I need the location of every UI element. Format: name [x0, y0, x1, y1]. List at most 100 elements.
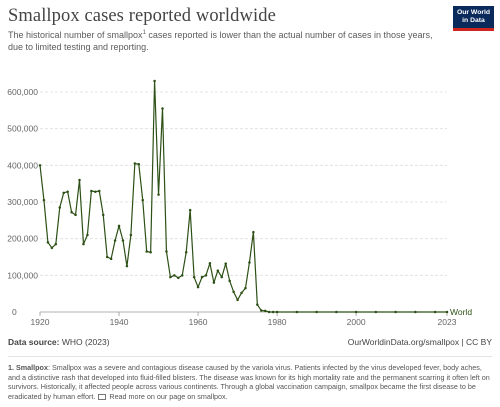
- data-point[interactable]: [232, 290, 235, 294]
- x-axis-ticks: 1920 1940 1960 1980 2000 2023: [31, 312, 457, 327]
- x-tick-label: 1920: [31, 317, 50, 327]
- subtitle-text-start: The historical number of smallpox: [8, 30, 143, 40]
- footnote-marker[interactable]: 1: [142, 30, 146, 36]
- data-point[interactable]: [184, 250, 188, 254]
- data-point[interactable]: [315, 310, 318, 314]
- data-point[interactable]: [267, 310, 271, 314]
- data-point[interactable]: [50, 246, 54, 250]
- data-point[interactable]: [153, 79, 156, 83]
- data-point[interactable]: [224, 262, 227, 265]
- data-point[interactable]: [62, 191, 65, 195]
- data-point[interactable]: [90, 189, 93, 193]
- x-tick-label: 1980: [268, 317, 287, 327]
- data-point[interactable]: [101, 213, 105, 217]
- subtitle-text-end: cases reported is lower than the actual …: [8, 30, 433, 52]
- data-point[interactable]: [445, 310, 449, 314]
- data-point[interactable]: [58, 206, 62, 209]
- data-point[interactable]: [46, 241, 50, 244]
- data-point[interactable]: [196, 285, 200, 289]
- data-point[interactable]: [38, 164, 42, 167]
- owid-logo[interactable]: Our World in Data: [453, 6, 494, 31]
- data-point[interactable]: [208, 261, 212, 265]
- data-point[interactable]: [169, 275, 172, 279]
- data-point[interactable]: [200, 275, 204, 279]
- line-chart[interactable]: 100,000 200,000 300,000 400,000 500,000 600,0…: [0, 0, 500, 335]
- data-point[interactable]: [125, 264, 129, 268]
- data-point[interactable]: [394, 310, 397, 314]
- x-tick-label: 1960: [189, 317, 208, 327]
- data-point[interactable]: [141, 198, 144, 202]
- data-point[interactable]: [248, 261, 251, 264]
- data-point[interactable]: [414, 310, 417, 314]
- data-point[interactable]: [212, 281, 216, 284]
- data-point[interactable]: [149, 250, 152, 254]
- data-point[interactable]: [240, 291, 243, 295]
- data-point[interactable]: [105, 255, 109, 259]
- data-point[interactable]: [70, 211, 73, 214]
- data-point[interactable]: [129, 233, 133, 237]
- data-point[interactable]: [192, 275, 196, 279]
- data-point[interactable]: [173, 274, 176, 277]
- data-point[interactable]: [252, 230, 255, 234]
- data-point[interactable]: [228, 279, 231, 283]
- data-source-label: Data source:: [8, 337, 60, 347]
- data-point[interactable]: [263, 309, 267, 313]
- data-point[interactable]: [354, 310, 358, 314]
- series-layer: World: [38, 79, 472, 317]
- data-point[interactable]: [260, 309, 263, 312]
- data-point[interactable]: [109, 257, 113, 261]
- data-point[interactable]: [220, 275, 224, 279]
- data-point[interactable]: [86, 233, 89, 237]
- series-label-world[interactable]: World: [450, 307, 472, 317]
- data-point[interactable]: [433, 310, 437, 314]
- data-point[interactable]: [181, 274, 184, 277]
- data-point[interactable]: [157, 193, 160, 196]
- data-point[interactable]: [145, 250, 148, 253]
- data-source-value[interactable]: WHO (2023): [59, 337, 110, 347]
- data-source: Data source: WHO (2023): [8, 337, 110, 347]
- x-tick-label: 2000: [347, 317, 366, 327]
- data-point[interactable]: [78, 178, 81, 182]
- y-tick-label: 500,000: [7, 124, 38, 134]
- data-point[interactable]: [256, 303, 259, 306]
- logo-line-1: Our World: [456, 9, 491, 16]
- read-more-link[interactable]: Read more on our page on smallpox.: [107, 391, 228, 401]
- data-point[interactable]: [42, 198, 46, 202]
- y-tick-label: 300,000: [7, 197, 38, 207]
- data-point[interactable]: [98, 189, 101, 193]
- data-point[interactable]: [204, 274, 208, 277]
- data-point[interactable]: [113, 239, 117, 242]
- data-point[interactable]: [82, 242, 85, 246]
- y-tick-label: 100,000: [7, 270, 38, 280]
- data-point[interactable]: [94, 190, 97, 193]
- chart-subtitle: The historical number of smallpox1 cases…: [8, 30, 440, 53]
- data-point[interactable]: [271, 310, 275, 314]
- credit-link[interactable]: OurWorldinData.org/smallpox | CC BY: [347, 337, 492, 347]
- data-point[interactable]: [335, 310, 338, 314]
- data-point[interactable]: [177, 276, 180, 280]
- data-point[interactable]: [121, 239, 125, 242]
- data-point[interactable]: [117, 224, 121, 228]
- y-tick-label: 600,000: [7, 87, 38, 97]
- data-point[interactable]: [54, 242, 58, 246]
- chart-title: Smallpox cases reported worldwide: [8, 6, 276, 26]
- data-point[interactable]: [188, 208, 192, 212]
- y-tick-label: 200,000: [7, 234, 38, 244]
- series-line-world[interactable]: [39, 80, 447, 313]
- data-point[interactable]: [165, 250, 168, 253]
- y-axis-ticks: 100,000 200,000 300,000 400,000 500,000 600,0…: [7, 87, 38, 317]
- data-point[interactable]: [137, 162, 141, 166]
- footnote: 1. Smallpox: Smallpox was a severe and c…: [8, 363, 492, 401]
- data-point[interactable]: [275, 310, 279, 314]
- footnote-heading: 1. Smallpox: [8, 363, 48, 372]
- data-point[interactable]: [161, 107, 164, 110]
- data-point[interactable]: [236, 298, 239, 302]
- data-point[interactable]: [133, 162, 137, 165]
- data-point[interactable]: [244, 286, 247, 290]
- x-tick-label: 1940: [110, 317, 129, 327]
- data-point[interactable]: [74, 213, 77, 217]
- data-point[interactable]: [216, 269, 220, 272]
- data-point[interactable]: [374, 310, 378, 314]
- data-point[interactable]: [295, 310, 299, 314]
- data-point[interactable]: [66, 190, 69, 193]
